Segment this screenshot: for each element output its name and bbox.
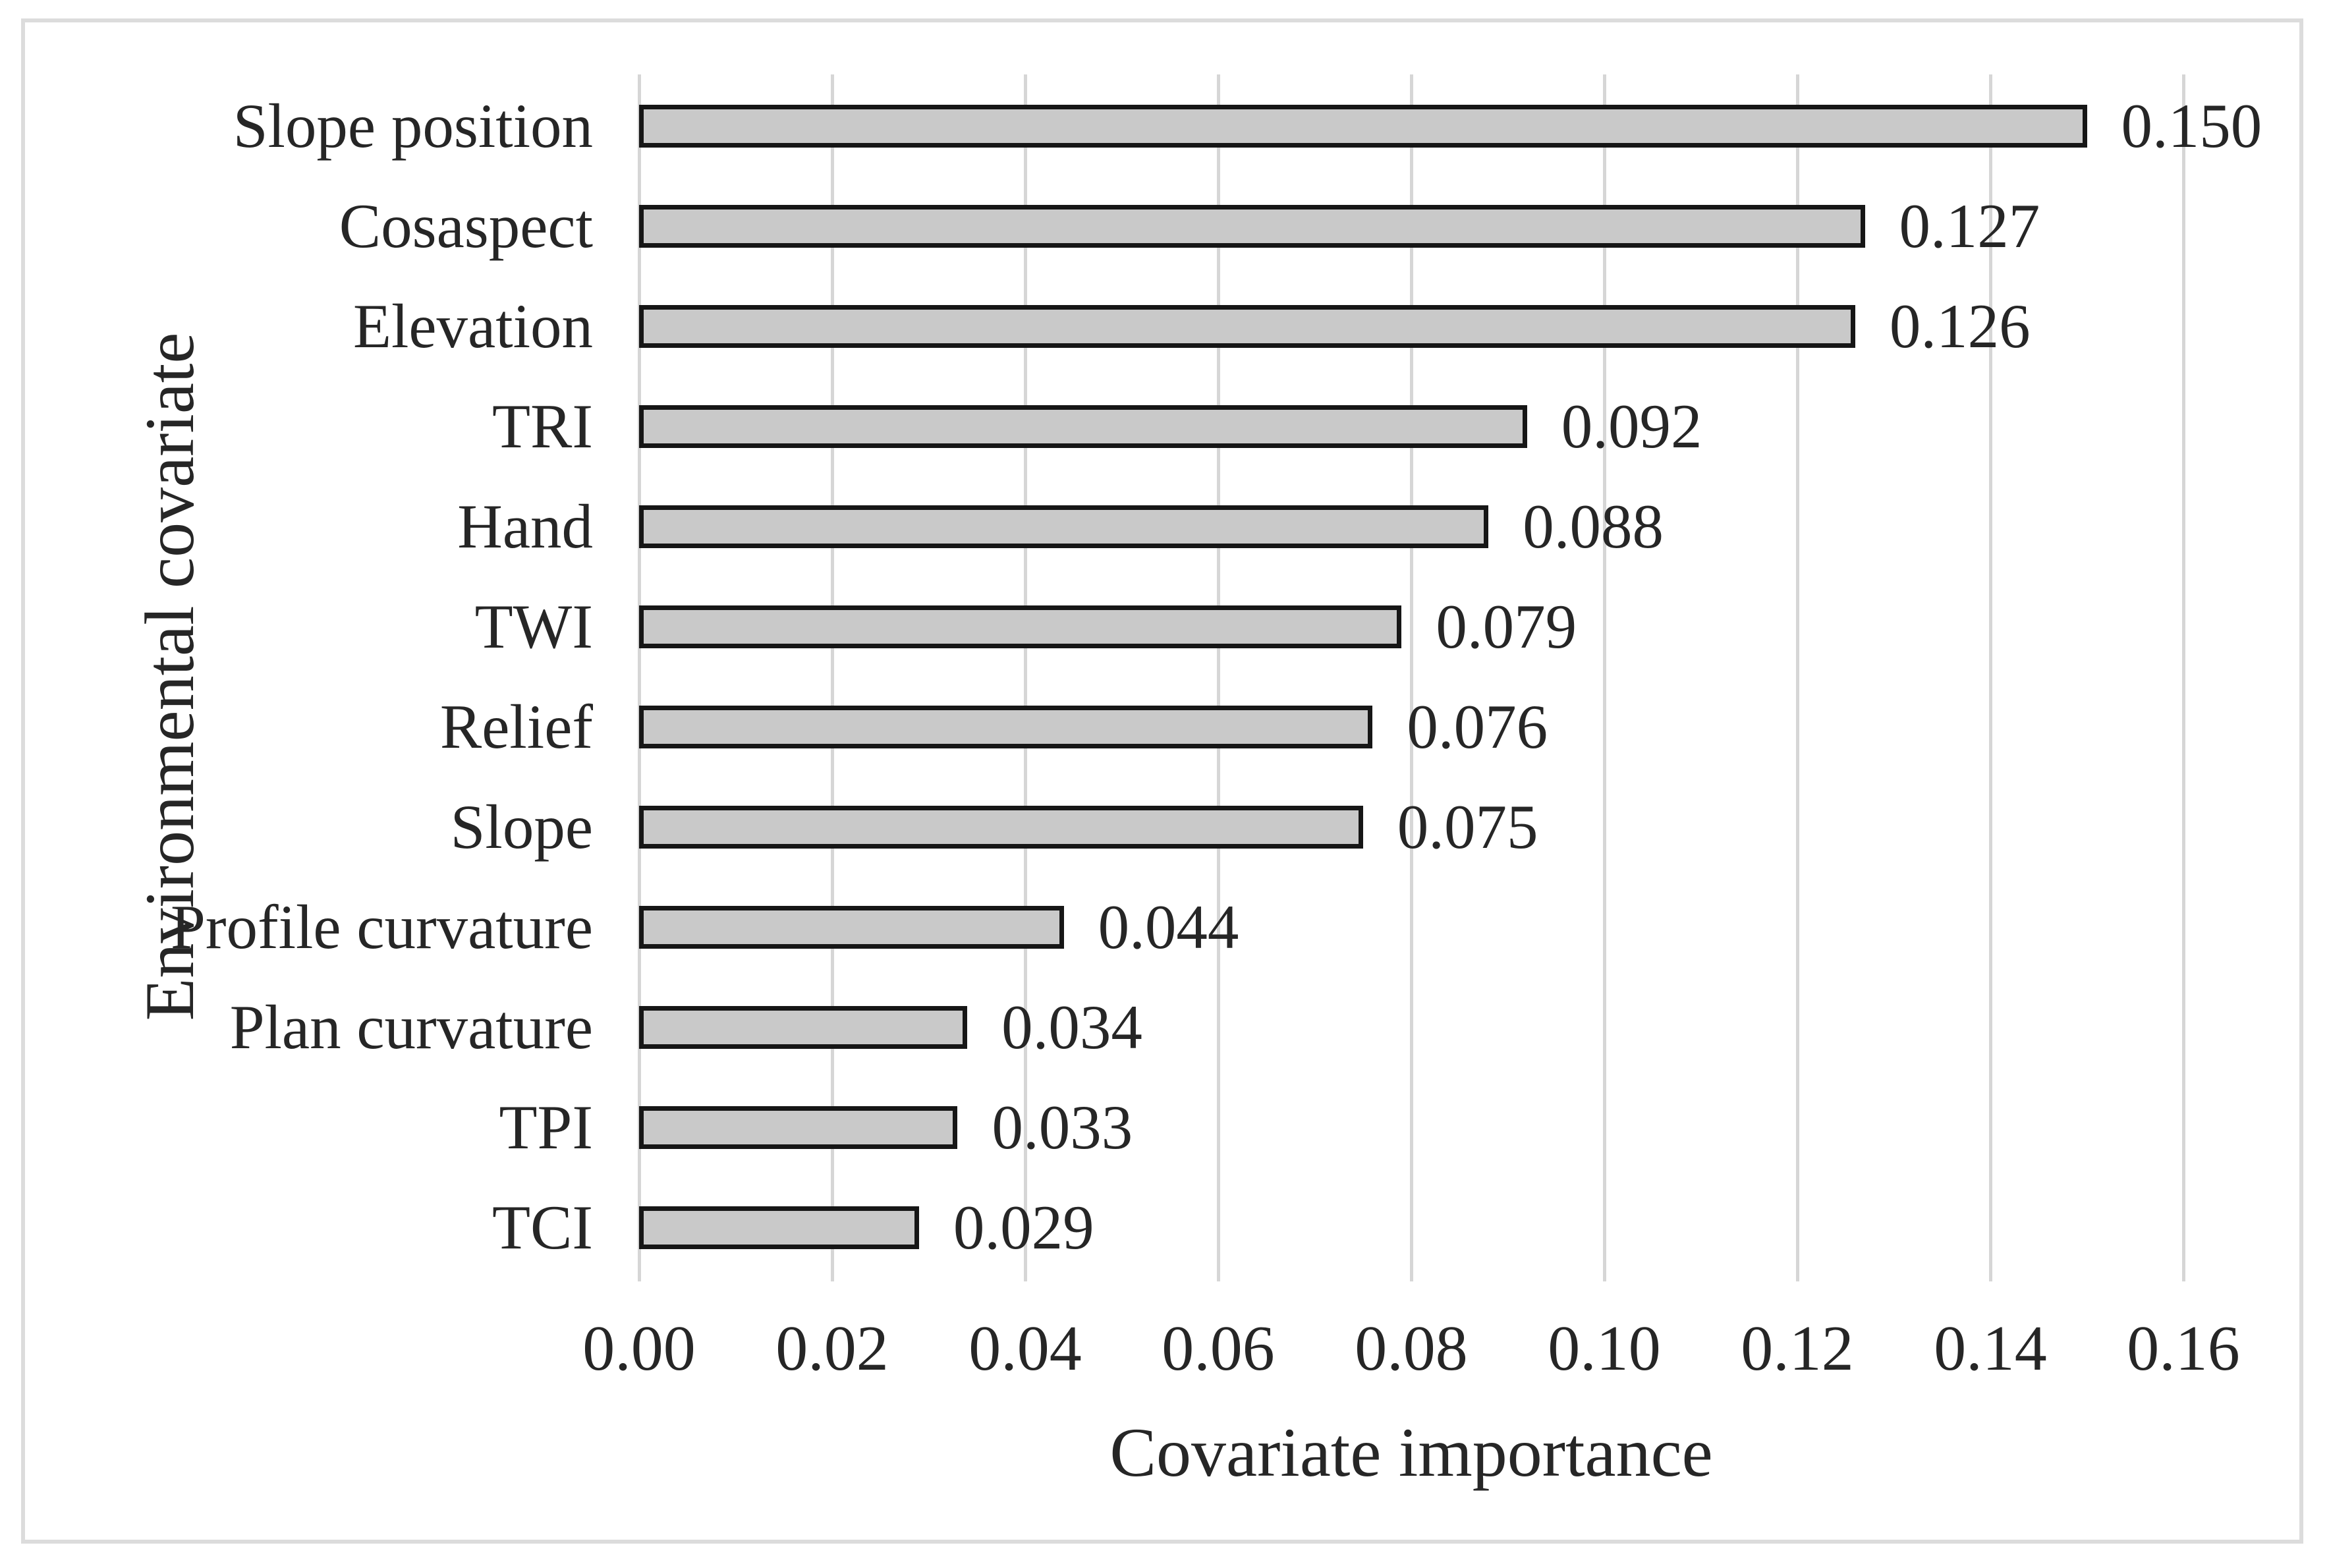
table-row: TWI 0.079 [0, 576, 2183, 677]
bar [639, 1106, 958, 1150]
bar-value-label: 0.075 [1397, 792, 1538, 862]
bar-area: 0.029 [639, 1178, 2183, 1278]
table-row: Relief 0.076 [0, 677, 2183, 777]
bar-chart-rows: Slope position 0.150 Cosaspect 0.127 Elevati… [0, 76, 2262, 1278]
x-axis-title: Covariate importance [1109, 1414, 1713, 1491]
bar-value-label: 0.076 [1407, 692, 1548, 762]
bar-value-label: 0.127 [1899, 190, 2040, 261]
category-label: Hand [457, 491, 593, 561]
bar [639, 304, 1855, 348]
bar-area: 0.126 [639, 276, 2183, 376]
bar-value-label: 0.126 [1889, 291, 2031, 361]
bar-area: 0.092 [639, 376, 2183, 476]
category-label: Cosaspect [339, 190, 593, 261]
table-row: TPI 0.033 [0, 1078, 2183, 1178]
category-label: TCI [491, 1192, 593, 1263]
bar-value-label: 0.092 [1561, 391, 1702, 461]
bar [639, 1006, 968, 1050]
gridline-0.14 [1988, 74, 1992, 1281]
bar-area: 0.088 [639, 476, 2183, 576]
table-row: TRI 0.092 [0, 376, 2183, 476]
x-tick-label: 0.02 [775, 1313, 889, 1384]
x-tick-label: 0.08 [1355, 1313, 1468, 1384]
bar [639, 906, 1064, 949]
bar [639, 405, 1527, 448]
x-tick-label: 0.04 [968, 1313, 1082, 1384]
bar-value-label: 0.079 [1436, 591, 1577, 661]
x-tick-label: 0.10 [1548, 1313, 1661, 1384]
category-label: TWI [474, 591, 593, 661]
gridlines-container [637, 74, 2185, 1281]
bar [639, 605, 1402, 648]
x-tick-label: 0.06 [1162, 1313, 1275, 1384]
bar-value-label: 0.150 [2121, 90, 2262, 161]
gridline-0.00 [637, 74, 641, 1281]
category-label: Slope position [233, 90, 593, 161]
bar [639, 706, 1373, 748]
bar-area: 0.075 [639, 777, 2183, 878]
table-row: Slope 0.075 [0, 777, 2183, 878]
gridline-0.16 [2181, 74, 2185, 1281]
x-tick-label: 0.12 [1741, 1313, 1854, 1384]
gridline-0.06 [1216, 74, 1220, 1281]
table-row: Profile curvature 0.044 [0, 878, 2183, 978]
x-tick-label: 0.16 [2127, 1313, 2240, 1384]
bar-value-label: 0.034 [1001, 992, 1142, 1063]
gridline-0.02 [830, 74, 834, 1281]
bar-area: 0.033 [639, 1078, 2183, 1178]
figure-border [21, 18, 2303, 1544]
table-row: TCI 0.029 [0, 1178, 2183, 1278]
bar [639, 1206, 919, 1250]
category-label: Plan curvature [229, 992, 593, 1063]
bar-area: 0.127 [639, 176, 2183, 276]
gridline-0.04 [1023, 74, 1027, 1281]
table-row: Elevation 0.126 [0, 276, 2183, 376]
table-row: Plan curvature 0.034 [0, 978, 2183, 1078]
x-tick-label: 0.14 [1934, 1313, 2047, 1384]
x-tick-label: 0.00 [582, 1313, 696, 1384]
bar-value-label: 0.029 [953, 1192, 1094, 1263]
bar [639, 505, 1489, 548]
category-label: Relief [439, 692, 593, 762]
x-axis-tick-labels: 0.00 0.02 0.04 0.06 0.08 0.10 0.12 0.14 0.16 [582, 1313, 2240, 1395]
gridline-0.12 [1795, 74, 1799, 1281]
bar-area: 0.034 [639, 978, 2183, 1078]
bar-value-label: 0.088 [1523, 491, 1664, 561]
bar [639, 806, 1363, 849]
category-label: Profile curvature [171, 892, 593, 963]
table-row: Slope position 0.150 [0, 76, 2262, 176]
bar-area: 0.044 [639, 878, 2183, 978]
bar-value-label: 0.033 [992, 1092, 1133, 1163]
bar [639, 104, 2087, 148]
gridline-0.10 [1602, 74, 1606, 1281]
bar-value-label: 0.044 [1098, 892, 1239, 963]
bar-area: 0.150 [639, 76, 2262, 176]
table-row: Hand 0.088 [0, 476, 2183, 576]
gridline-0.08 [1409, 74, 1413, 1281]
table-row: Cosaspect 0.127 [0, 176, 2183, 276]
y-axis-title: Environmental covariate [131, 332, 208, 1021]
bar [639, 204, 1865, 248]
bar-area: 0.076 [639, 677, 2183, 777]
bar-area: 0.079 [639, 576, 2183, 677]
category-label: Elevation [352, 291, 593, 361]
category-label: TRI [491, 391, 593, 461]
category-label: Slope [450, 792, 593, 862]
category-label: TPI [499, 1092, 594, 1163]
